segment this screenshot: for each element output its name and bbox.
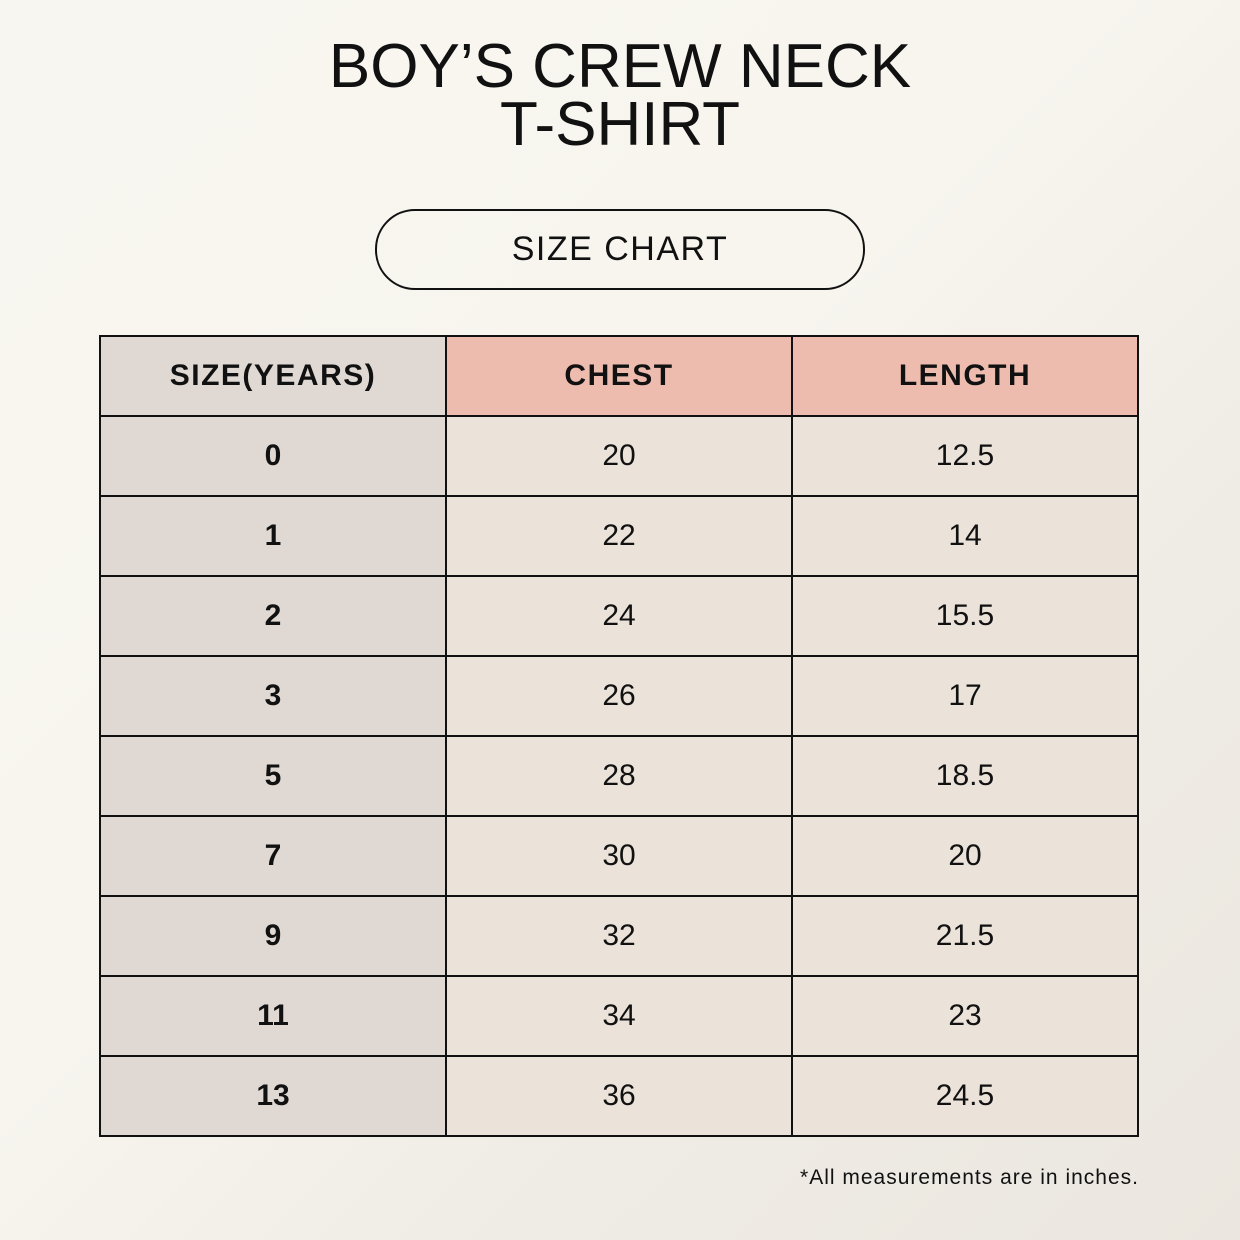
table-row: 1 22 14 <box>99 495 1139 577</box>
cell-length: 15.5 <box>791 575 1139 657</box>
cell-size: 1 <box>99 495 447 577</box>
title-line-2: T-SHIRT <box>500 90 740 159</box>
cell-chest: 24 <box>445 575 793 657</box>
cell-length: 12.5 <box>791 415 1139 497</box>
cell-length: 23 <box>791 975 1139 1057</box>
title-line-1: BOY’S CREW NECK <box>328 32 912 101</box>
cell-chest: 20 <box>445 415 793 497</box>
cell-length: 20 <box>791 815 1139 897</box>
header-chest: CHEST <box>445 335 793 417</box>
size-table: SIZE(YEARS) CHEST LENGTH 0 20 12.5 1 22 14 2 24… <box>99 335 1139 1137</box>
table-row: 13 36 24.5 <box>99 1055 1139 1137</box>
table-row: 9 32 21.5 <box>99 895 1139 977</box>
cell-size: 5 <box>99 735 447 817</box>
table-row: 7 30 20 <box>99 815 1139 897</box>
table-header-row: SIZE(YEARS) CHEST LENGTH <box>99 335 1139 417</box>
cell-chest: 26 <box>445 655 793 737</box>
cell-length: 21.5 <box>791 895 1139 977</box>
cell-chest: 34 <box>445 975 793 1057</box>
cell-chest: 22 <box>445 495 793 577</box>
cell-size: 0 <box>99 415 447 497</box>
table-row: 5 28 18.5 <box>99 735 1139 817</box>
footnote: *All measurements are in inches. <box>800 1166 1139 1189</box>
cell-length: 18.5 <box>791 735 1139 817</box>
cell-size: 2 <box>99 575 447 657</box>
cell-size: 3 <box>99 655 447 737</box>
table-row: 11 34 23 <box>99 975 1139 1057</box>
header-length: LENGTH <box>791 335 1139 417</box>
header-size: SIZE(YEARS) <box>99 335 447 417</box>
cell-chest: 28 <box>445 735 793 817</box>
cell-chest: 36 <box>445 1055 793 1137</box>
page-title: BOY’S CREW NECK T-SHIRT <box>0 32 1240 159</box>
cell-size: 9 <box>99 895 447 977</box>
cell-length: 14 <box>791 495 1139 577</box>
table-row: 2 24 15.5 <box>99 575 1139 657</box>
size-chart-badge: SIZE CHART <box>375 209 865 290</box>
cell-size: 11 <box>99 975 447 1057</box>
cell-length: 24.5 <box>791 1055 1139 1137</box>
cell-size: 7 <box>99 815 447 897</box>
cell-size: 13 <box>99 1055 447 1137</box>
cell-chest: 32 <box>445 895 793 977</box>
cell-chest: 30 <box>445 815 793 897</box>
table-row: 3 26 17 <box>99 655 1139 737</box>
table-row: 0 20 12.5 <box>99 415 1139 497</box>
cell-length: 17 <box>791 655 1139 737</box>
